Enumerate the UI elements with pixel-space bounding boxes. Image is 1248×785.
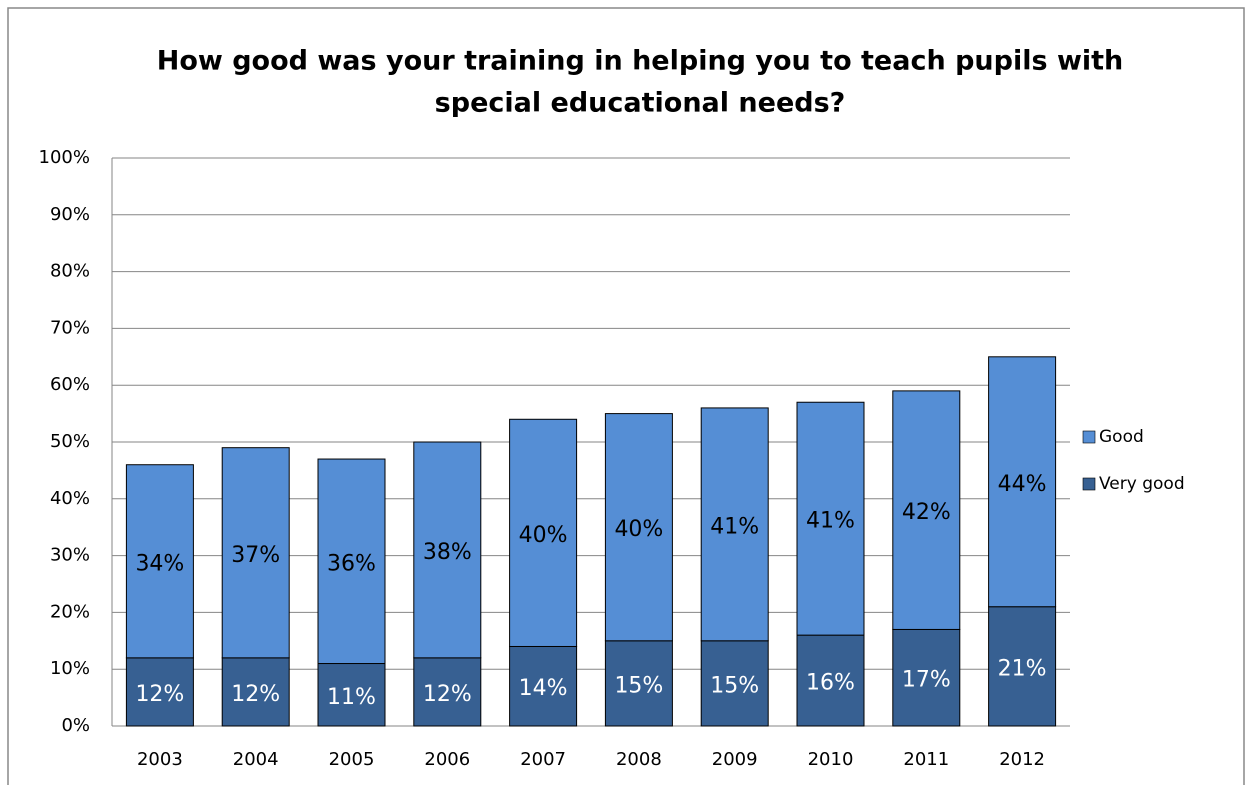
bar-segment — [988, 606, 1057, 727]
data-label: 14% — [519, 676, 568, 701]
y-tick-label: 60% — [50, 374, 90, 395]
bar-segment — [796, 634, 865, 727]
data-label: 17% — [902, 668, 951, 693]
data-label: 37% — [231, 543, 280, 568]
data-label: 12% — [135, 682, 184, 707]
data-label: 41% — [710, 514, 759, 539]
data-label: 21% — [998, 656, 1047, 681]
bar-segment — [604, 413, 673, 642]
y-tick-label: 20% — [50, 601, 90, 622]
bar-segment — [604, 640, 673, 727]
y-tick-label: 40% — [50, 488, 90, 509]
bar-segment — [700, 640, 769, 727]
x-tick-label: 2007 — [520, 749, 566, 770]
bar-segment — [125, 657, 194, 727]
legend-swatch — [1082, 477, 1096, 491]
legend-label: Very good — [1099, 474, 1185, 494]
chart-title: special educational needs? — [435, 88, 846, 119]
data-label: 12% — [231, 682, 280, 707]
bar-segment — [892, 390, 961, 630]
bar-segment — [509, 418, 578, 647]
data-label: 15% — [614, 673, 663, 698]
data-label: 38% — [423, 540, 472, 565]
y-tick-label: 80% — [50, 261, 90, 282]
bar-segment — [700, 407, 769, 642]
y-tick-label: 70% — [50, 317, 90, 338]
y-tick-label: 30% — [50, 545, 90, 566]
bar-segment — [221, 657, 290, 727]
bar-segment — [413, 441, 482, 659]
x-tick-label: 2010 — [808, 749, 854, 770]
y-tick-label: 50% — [50, 431, 90, 452]
x-tick-label: 2003 — [137, 749, 183, 770]
data-label: 36% — [327, 551, 376, 576]
y-tick-label: 100% — [39, 147, 90, 168]
bar-segment — [125, 464, 194, 659]
data-label: 40% — [614, 517, 663, 542]
data-label: 34% — [135, 551, 184, 576]
x-tick-label: 2009 — [712, 749, 758, 770]
data-label: 42% — [902, 500, 951, 525]
data-label: 16% — [806, 671, 855, 696]
y-tick-label: 10% — [50, 658, 90, 679]
data-label: 12% — [423, 682, 472, 707]
x-tick-label: 2005 — [329, 749, 375, 770]
x-tick-label: 2004 — [233, 749, 279, 770]
data-label: 44% — [998, 472, 1047, 497]
legend-swatch — [1082, 430, 1096, 444]
bar-segment — [221, 447, 290, 659]
y-tick-label: 90% — [50, 204, 90, 225]
y-tick-label: 0% — [61, 715, 90, 736]
data-label: 11% — [327, 685, 376, 710]
x-tick-label: 2008 — [616, 749, 662, 770]
bar-segment — [988, 356, 1057, 608]
bar-segment — [796, 401, 865, 636]
legend-label: Good — [1099, 427, 1144, 447]
x-tick-label: 2012 — [999, 749, 1045, 770]
chart-title: How good was your training in helping yo… — [157, 46, 1124, 77]
x-tick-label: 2011 — [903, 749, 949, 770]
bar-segment — [317, 663, 386, 727]
bar-segment — [317, 458, 386, 665]
data-label: 40% — [519, 523, 568, 548]
bar-segment — [892, 628, 961, 727]
bar-segment — [509, 645, 578, 727]
data-label: 41% — [806, 509, 855, 534]
data-label: 15% — [710, 673, 759, 698]
x-tick-label: 2006 — [424, 749, 470, 770]
